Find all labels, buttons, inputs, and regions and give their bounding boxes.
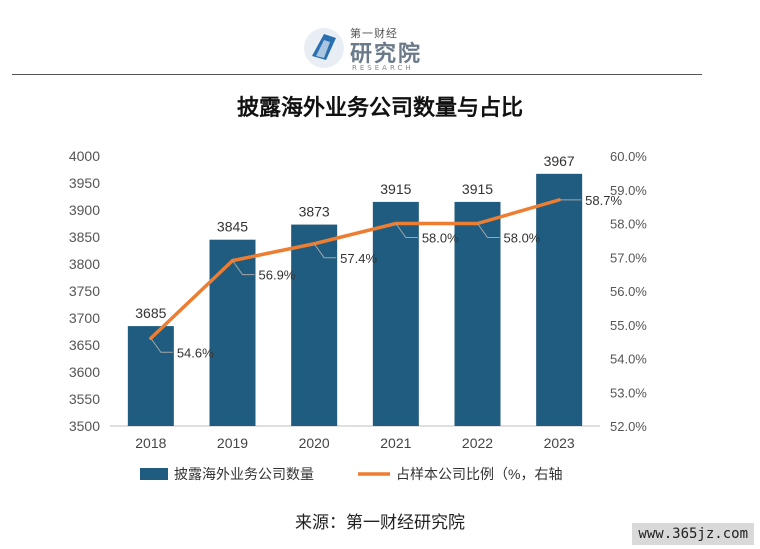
bar-value-label: 3967 (544, 153, 575, 169)
y-right-tick-label: 58.0% (610, 217, 647, 232)
x-tick-label: 2020 (299, 435, 330, 451)
x-tick-label: 2018 (135, 435, 166, 451)
logo-text-sub: RESEARCH (352, 64, 414, 72)
line-label-leader (150, 337, 173, 353)
line-label-leader (395, 223, 418, 238)
line-value-label: 58.0% (422, 231, 459, 246)
y-left-tick-label: 4000 (69, 148, 100, 164)
line-label-leader (477, 223, 500, 238)
bar (127, 326, 174, 426)
x-tick-label: 2019 (217, 435, 248, 451)
line-series (149, 198, 561, 340)
bar (536, 173, 583, 426)
line-value-label: 57.4% (340, 251, 377, 266)
line-value-label: 58.7% (585, 193, 622, 208)
watermark: www.365jz.com (632, 523, 754, 545)
legend-bar-label: 披露海外业务公司数量 (174, 466, 314, 482)
chart-title: 披露海外业务公司数量与占比 (236, 95, 523, 121)
bar-value-label: 3915 (462, 181, 493, 197)
y-right-tick-label: 52.0% (610, 419, 647, 434)
logo-text-main: 研究院 (350, 42, 423, 67)
bar-value-label: 3915 (380, 181, 411, 197)
logo: 第一财经 研究院 RESEARCH (300, 20, 450, 80)
header-divider (12, 74, 702, 75)
y-right-tick-label: 53.0% (610, 385, 647, 400)
line-label-leader (232, 260, 255, 276)
source-note: 来源：第一财经研究院 (295, 513, 465, 533)
bar (454, 201, 501, 426)
y-left-tick-label: 3950 (69, 175, 100, 191)
bar (209, 239, 256, 426)
y-right-tick-label: 54.0% (610, 352, 647, 367)
y-left-tick-label: 3800 (69, 256, 100, 272)
bar (372, 201, 419, 426)
y-left-tick-label: 3600 (69, 364, 100, 380)
x-tick-label: 2021 (380, 435, 411, 451)
bar-value-label: 3873 (299, 204, 330, 220)
y-left-tick-label: 3700 (69, 310, 100, 326)
y-right-tick-label: 57.0% (610, 250, 647, 265)
y-left-tick-label: 3650 (69, 337, 100, 353)
line-value-label: 58.0% (504, 231, 541, 246)
logo-text-top: 第一财经 (350, 27, 398, 40)
y-right-tick-label: 56.0% (610, 284, 647, 299)
y-right-tick-label: 60.0% (610, 149, 647, 164)
bar-value-label: 3685 (135, 305, 166, 321)
y-left-tick-label: 3900 (69, 202, 100, 218)
y-left-tick-label: 3500 (69, 418, 100, 434)
y-right-tick-label: 55.0% (610, 318, 647, 333)
bar (291, 224, 338, 426)
logo-emblem-icon (304, 28, 344, 68)
x-tick-label: 2023 (544, 435, 575, 451)
legend-bar-swatch (140, 468, 168, 480)
line-value-label: 56.9% (259, 268, 296, 283)
y-left-tick-label: 3550 (69, 391, 100, 407)
y-left-tick-label: 3850 (69, 229, 100, 245)
legend-line-label: 占样本公司比例（%，右轴 (396, 466, 562, 482)
y-right-tick-label: 59.0% (610, 183, 647, 198)
line-label-leader (313, 243, 337, 259)
bar-value-label: 3845 (217, 219, 248, 235)
line-value-label: 54.6% (177, 345, 214, 360)
y-left-tick-label: 3750 (69, 283, 100, 299)
x-tick-label: 2022 (462, 435, 493, 451)
